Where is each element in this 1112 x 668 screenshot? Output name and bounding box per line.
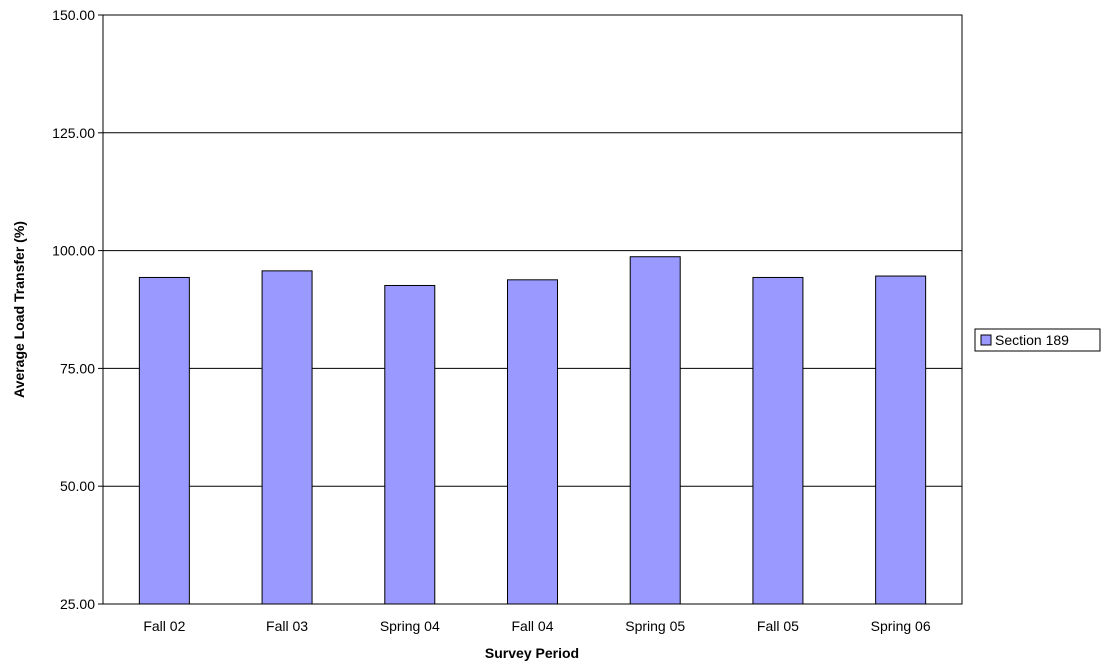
y-axis-ticks: 25.00 50.00 75.00 100.00 125.00 150.00 — [52, 7, 103, 612]
legend-label: Section 189 — [995, 332, 1069, 348]
bar — [629, 256, 681, 605]
x-tick-label: Fall 05 — [757, 618, 799, 634]
bar — [138, 276, 190, 605]
plot-border — [102, 14, 963, 605]
y-tick-label: 75.00 — [60, 360, 95, 376]
x-tick-label: Spring 04 — [380, 618, 440, 634]
x-tick-label: Fall 03 — [266, 618, 308, 634]
bar — [261, 270, 313, 605]
y-tick-label: 50.00 — [60, 478, 95, 494]
bars — [138, 256, 927, 605]
x-tick-label: Fall 02 — [143, 618, 185, 634]
x-axis-ticks: Fall 02 Fall 03 Spring 04 Fall 04 Spring 05 F… — [143, 618, 930, 634]
y-axis-title: Average Load Transfer (%) — [11, 221, 27, 398]
bar — [384, 284, 436, 605]
y-tick-label: 100.00 — [52, 243, 95, 259]
legend-swatch — [980, 334, 992, 346]
y-tick-label: 125.00 — [52, 125, 95, 141]
x-tick-label: Spring 06 — [871, 618, 931, 634]
legend-box — [974, 328, 1101, 352]
bar — [752, 276, 804, 605]
y-tick-label: 150.00 — [52, 7, 95, 23]
x-axis-title: Survey Period — [485, 645, 579, 661]
legend: Section 189 — [974, 328, 1101, 352]
x-tick-label: Spring 05 — [625, 618, 685, 634]
x-tick-label: Fall 04 — [511, 618, 553, 634]
bar — [875, 275, 927, 605]
bar — [507, 279, 558, 605]
y-tick-label: 25.00 — [60, 596, 95, 612]
